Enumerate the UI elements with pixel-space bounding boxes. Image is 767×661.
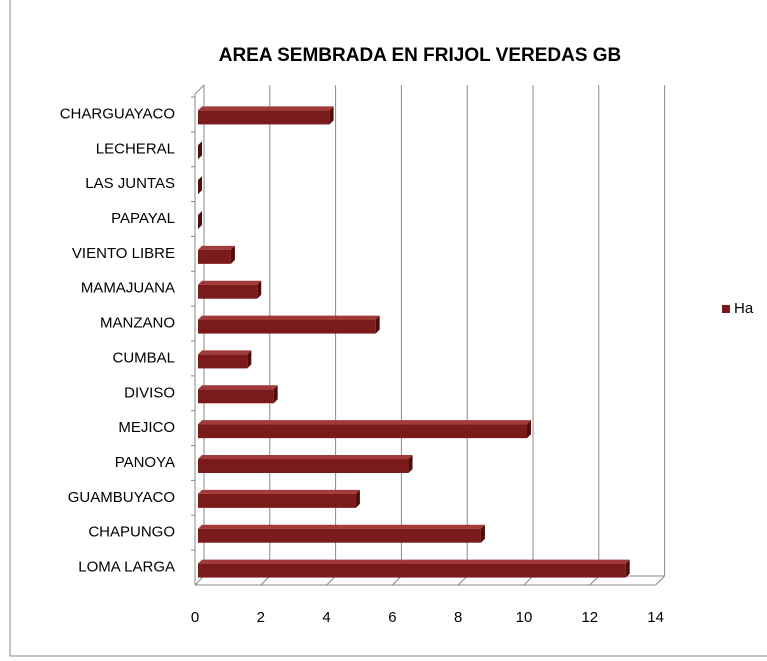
- x-tick-label: 6: [388, 609, 396, 626]
- y-tick-label: LAS JUNTAS: [85, 175, 175, 192]
- bar-side: [625, 559, 630, 578]
- bar-side: [329, 106, 334, 125]
- y-tick-label: CHAPUNGO: [88, 524, 175, 541]
- x-tick-label: 8: [454, 609, 462, 626]
- bar: [198, 249, 231, 264]
- y-tick-label: VIENTO LIBRE: [72, 245, 175, 262]
- bar: [198, 284, 258, 299]
- bar-side: [198, 141, 202, 160]
- bar-top: [198, 559, 630, 564]
- y-tick-label: MEJICO: [118, 419, 175, 436]
- bar-side: [480, 524, 485, 543]
- x-tick-label: 2: [257, 609, 265, 626]
- y-tick-label: PANOYA: [115, 454, 175, 471]
- bar-side: [257, 280, 262, 299]
- bar-side: [375, 315, 380, 334]
- bar: [198, 563, 626, 578]
- bar-top: [198, 245, 235, 250]
- bar-side: [408, 455, 413, 473]
- x-tick-label: 0: [191, 609, 199, 626]
- x-tick-label: 10: [516, 609, 533, 626]
- bar-top: [198, 455, 413, 459]
- bar-top: [198, 489, 360, 494]
- floor-tick: [655, 575, 665, 586]
- bar-side: [273, 385, 278, 404]
- x-tick-label: 4: [322, 609, 330, 626]
- bar-top: [198, 315, 380, 320]
- bar-side: [198, 211, 202, 229]
- y-tick-label: DIVISO: [124, 384, 175, 401]
- y-tick-label: GUAMBUYACO: [68, 489, 175, 506]
- y-tick-label: MANZANO: [100, 315, 175, 332]
- bar: [198, 424, 527, 439]
- y-tick-label: MAMAJUANA: [81, 280, 175, 297]
- bar: [198, 354, 248, 369]
- chart-title: AREA SEMBRADA EN FRIJOL VEREDAS GB: [219, 45, 622, 66]
- legend-label: Ha: [734, 300, 754, 317]
- legend-swatch: [722, 305, 730, 313]
- axis-line: [194, 84, 205, 95]
- y-tick-label: PAPAYAL: [111, 210, 175, 227]
- bar: [198, 389, 274, 404]
- bar: [198, 319, 376, 334]
- bar: [198, 459, 409, 473]
- bar-top: [198, 106, 334, 111]
- bar: [198, 493, 356, 508]
- bar-top: [198, 524, 485, 529]
- y-tick-label: LECHERAL: [96, 140, 175, 157]
- bar-top: [198, 280, 262, 285]
- bar-side: [527, 420, 531, 439]
- x-tick-label: 12: [581, 609, 598, 626]
- x-tick-label: 14: [647, 609, 664, 626]
- bar-side: [247, 350, 252, 369]
- bar: [198, 528, 481, 543]
- chart-border: [9, 0, 767, 657]
- y-tick-label: CHARGUAYACO: [60, 105, 175, 122]
- bar-top: [198, 420, 531, 425]
- bar-side: [355, 489, 360, 508]
- y-tick-label: LOMA LARGA: [78, 559, 175, 576]
- bar: [198, 110, 330, 125]
- bar-top: [198, 385, 278, 390]
- y-tick-label: CUMBAL: [112, 349, 175, 366]
- bar-top: [198, 350, 252, 355]
- bar-side: [198, 176, 202, 195]
- bar-side: [230, 245, 235, 264]
